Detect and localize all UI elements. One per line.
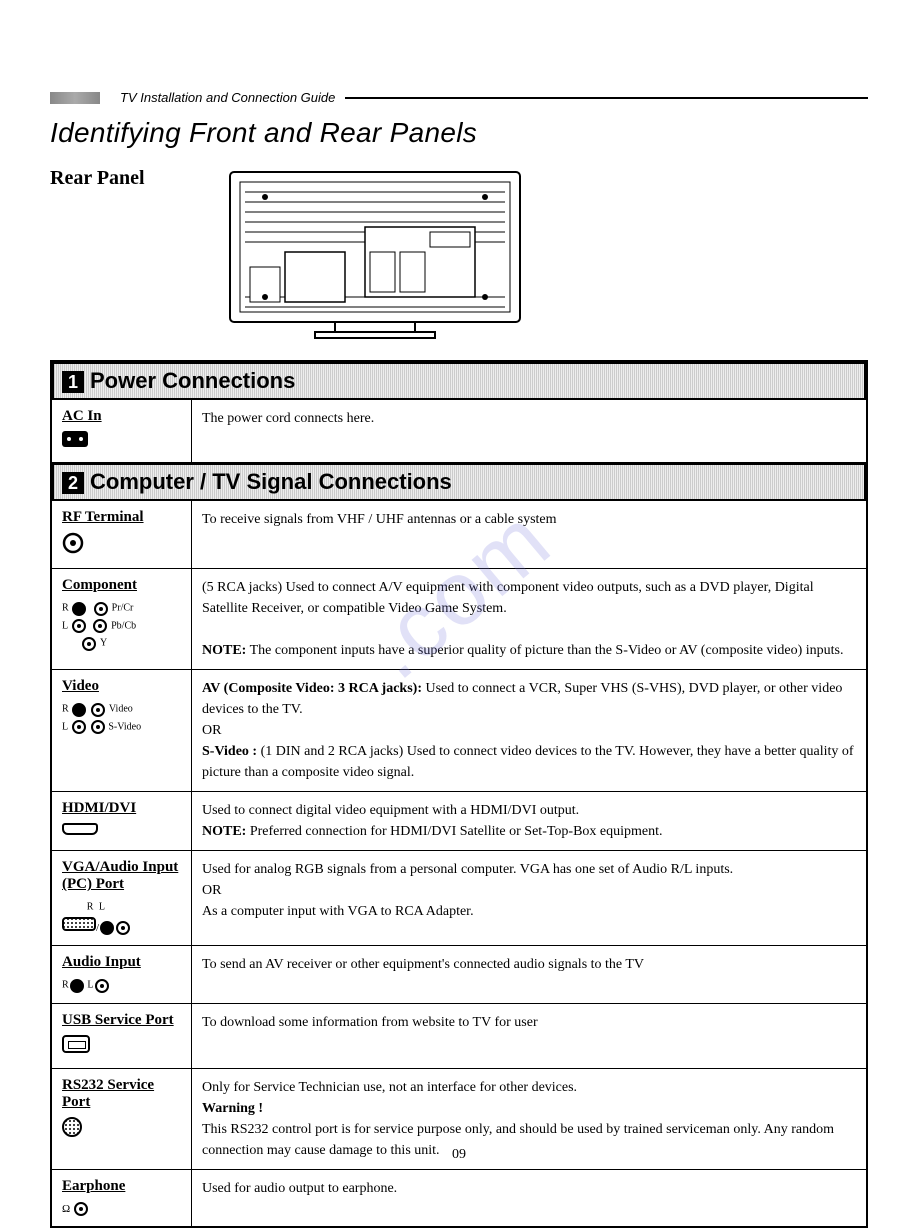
rf-desc: To receive signals from VHF / UHF antenn… [192,501,866,569]
header-rule [345,97,868,99]
row-ac-in: AC In The power cord connects here. [52,400,866,463]
hdmi-note-label: NOTE: [202,824,246,839]
rs232-label: RS232 Service Port [62,1077,185,1111]
coax-icon [62,532,84,554]
hdmi-desc: Used to connect digital video equipment … [202,803,579,818]
vga-jacks: R L / [62,899,185,937]
section-signal-header: 2 Computer / TV Signal Connections [52,463,866,501]
component-label: Component [62,577,185,594]
tv-rear-illustration [225,167,525,342]
video-jacks: R Video L S-Video [62,701,185,736]
hdmi-port-icon [62,823,98,835]
rs232-port-icon [62,1117,82,1137]
rf-label: RF Terminal [62,509,185,526]
vga-desc2: As a computer input with VGA to RCA Adap… [202,904,474,919]
audio-label: Audio Input [62,954,185,971]
rear-panel-section: Rear Panel [50,167,868,342]
section-2-title: Computer / TV Signal Connections [90,469,452,494]
vga-desc: Used for analog RGB signals from a perso… [202,862,733,877]
rear-panel-label: Rear Panel [50,167,145,190]
rs232-warn: This RS232 control port is for service p… [202,1122,834,1158]
usb-desc: To download some information from websit… [192,1004,866,1068]
usb-label: USB Service Port [62,1012,185,1029]
video-label: Video [62,678,185,695]
row-earphone: Earphone Ω Used for audio output to earp… [52,1170,866,1227]
audio-desc: To send an AV receiver or other equipmen… [192,946,866,1003]
page-title: Identifying Front and Rear Panels [50,117,868,149]
page-header: TV Installation and Connection Guide [50,90,868,105]
earphone-desc: Used for audio output to earphone. [192,1170,866,1227]
component-jacks: R Pr/Cr L Pb/Cb Y [62,600,185,653]
svideo-desc: (1 DIN and 2 RCA jacks) Used to connect … [202,744,854,780]
rs232-desc: Only for Service Technician use, not an … [202,1080,577,1095]
row-rf: RF Terminal To receive signals from VHF … [52,501,866,570]
vga-port-icon [62,917,96,931]
audio-jacks: R L [62,977,185,995]
ac-plug-icon [62,431,88,447]
hdmi-label: HDMI/DVI [62,800,185,817]
vga-or: OR [202,883,221,898]
video-or: OR [202,723,221,738]
component-note: The component inputs have a superior qua… [246,643,843,658]
header-decoration [50,92,100,104]
row-component: Component R Pr/Cr L Pb/Cb Y (5 RCA jacks… [52,569,866,670]
av-label: AV (Composite Video: 3 RCA jacks): [202,681,422,696]
usb-port-icon [62,1035,90,1053]
earphone-label: Earphone [62,1178,185,1195]
ac-in-label: AC In [62,408,185,425]
row-audio: Audio Input R L To send an AV receiver o… [52,946,866,1004]
ac-in-desc: The power cord connects here. [192,400,866,462]
section-2-number: 2 [62,472,84,494]
page-number: 09 [452,1147,466,1163]
row-usb: USB Service Port To download some inform… [52,1004,866,1069]
section-power-header: 1 Power Connections [52,362,866,400]
component-desc: (5 RCA jacks) Used to connect A/V equipm… [202,580,814,616]
svideo-label: S-Video : [202,744,257,759]
row-video: Video R Video L S-Video AV (Composite Vi… [52,670,866,792]
row-vga: VGA/Audio Input (PC) Port R L / Used for… [52,851,866,946]
earphone-icon: Ω [62,1201,185,1219]
rs232-warn-label: Warning ! [202,1101,263,1116]
connections-table: 1 Power Connections AC In The power cord … [50,360,868,1228]
row-hdmi: HDMI/DVI Used to connect digital video e… [52,792,866,851]
vga-label: VGA/Audio Input (PC) Port [62,859,185,893]
guide-title: TV Installation and Connection Guide [120,90,335,105]
hdmi-note: Preferred connection for HDMI/DVI Satell… [246,824,662,839]
section-1-number: 1 [62,371,84,393]
component-note-label: NOTE: [202,643,246,658]
section-1-title: Power Connections [90,368,295,393]
